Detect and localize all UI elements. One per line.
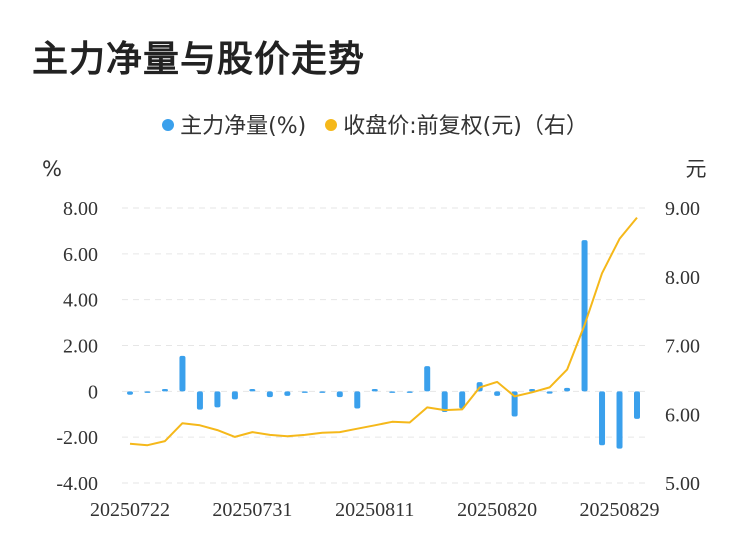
right-tick-label: 8.00 [665, 267, 700, 289]
bar [494, 391, 501, 396]
left-tick-label: 2.00 [63, 336, 98, 358]
left-axis-unit: % [42, 157, 62, 181]
right-axis-unit: 元 [686, 157, 707, 181]
bar [546, 391, 553, 394]
bar [301, 391, 308, 393]
bar [231, 391, 238, 400]
bar [249, 389, 256, 392]
legend-marker-main-net [162, 119, 175, 131]
left-tick-label: 4.00 [63, 290, 98, 312]
legend: 主力净量(%) 收盘价:前复权(元)（右） [0, 108, 750, 140]
bar [354, 391, 361, 409]
x-tick-label: 20250829 [580, 499, 660, 521]
price-line [129, 216, 638, 447]
x-tick-label: 20250820 [457, 499, 537, 521]
left-tick-label: -4.00 [56, 473, 98, 495]
bar [389, 391, 396, 393]
bar [161, 389, 168, 392]
bar [196, 391, 203, 410]
legend-label-main-net: 主力净量(%) [180, 114, 307, 139]
bar [459, 391, 466, 409]
right-tick-label: 9.00 [665, 198, 700, 220]
x-tick-label: 20250722 [90, 499, 170, 521]
bar [319, 391, 326, 393]
bar [424, 366, 431, 392]
bar [529, 389, 536, 392]
legend-label-close-price: 收盘价:前复权(元)（右） [343, 114, 588, 139]
bar [511, 391, 518, 417]
right-tick-label: 5.00 [665, 473, 700, 495]
bar [564, 387, 571, 392]
left-tick-label: -2.00 [56, 427, 98, 449]
bar [214, 391, 221, 408]
right-tick-label: 7.00 [665, 336, 700, 358]
bar [266, 391, 273, 398]
chart-title: 主力净量与股价走势 [32, 39, 366, 80]
bar [441, 391, 448, 412]
bar [144, 391, 151, 393]
x-tick-label: 20250811 [335, 499, 414, 521]
left-tick-label: 6.00 [63, 244, 98, 266]
right-tick-label: 6.00 [665, 404, 700, 426]
bar [634, 391, 640, 419]
bar [127, 391, 133, 395]
bar [581, 240, 588, 392]
bar [371, 389, 378, 392]
bar [179, 355, 186, 392]
left-tick-label: 8.00 [63, 198, 98, 220]
bar [406, 391, 413, 393]
bar [284, 391, 291, 396]
bar [336, 391, 343, 398]
legend-marker-close-price [325, 119, 338, 131]
bar [616, 391, 623, 449]
legend-item-close-price[interactable]: 收盘价:前复权(元)（右） [325, 108, 588, 140]
x-tick-label: 20250731 [212, 499, 292, 521]
legend-item-main-net[interactable]: 主力净量(%) [162, 108, 306, 140]
left-tick-label: 0 [88, 381, 98, 403]
bar [599, 391, 606, 446]
